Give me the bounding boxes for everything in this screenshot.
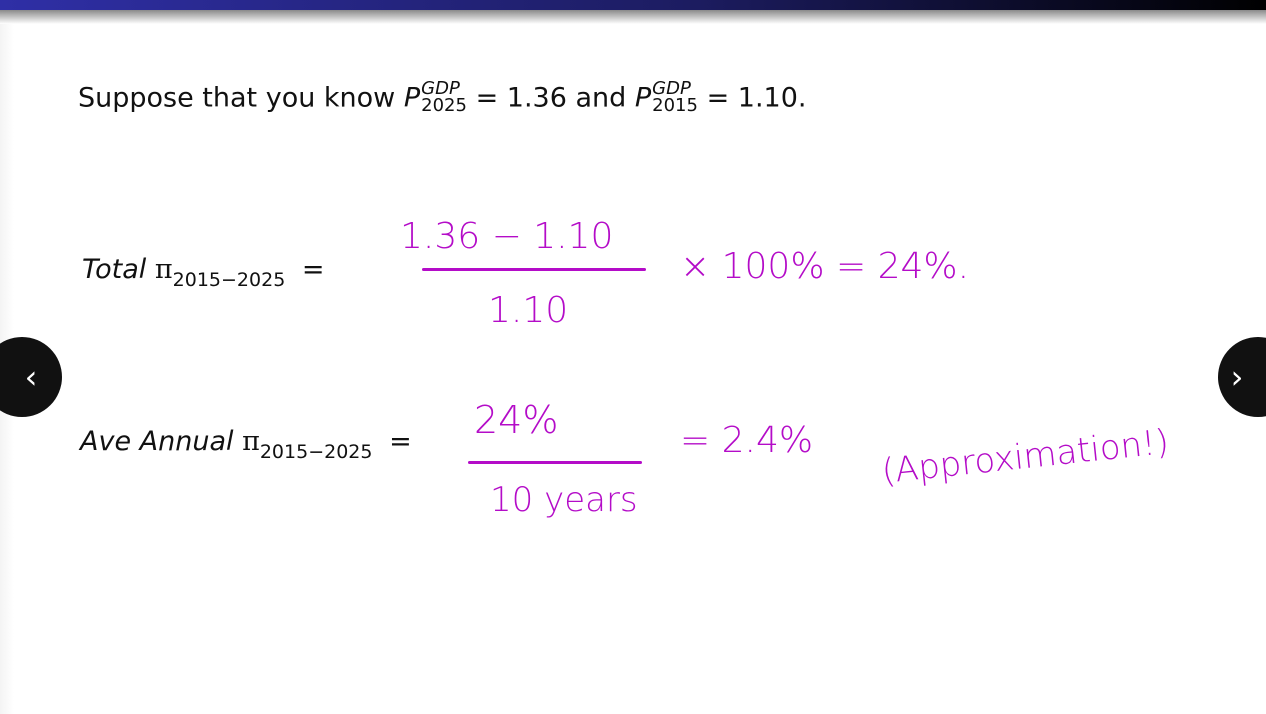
next-slide-button[interactable]: ›: [1218, 337, 1266, 417]
ink-fraction-bar: [468, 461, 642, 464]
ink-approximation-note: (Approximation!): [879, 421, 1171, 492]
slide-header-bar: [0, 0, 1266, 10]
intro-line: Suppose that you know P GDP 2025 = 1.36 an…: [78, 78, 807, 116]
pi-symbol: π: [154, 254, 173, 285]
intro-text: Suppose that you know: [78, 82, 396, 114]
value-2025: = 1.36 and: [475, 82, 627, 114]
pi-symbol: π: [242, 426, 260, 457]
value-2015: = 1.10.: [706, 82, 807, 114]
subscript: 2015−2025: [172, 269, 286, 291]
annual-label: Ave Annual: [80, 426, 234, 457]
ink-annual-numerator: 24%: [474, 398, 559, 442]
equals: =: [301, 254, 325, 285]
subscript: 2015−2025: [259, 441, 373, 463]
ink-annual-result: = 2.4%: [680, 420, 814, 461]
chevron-left-icon: ‹: [24, 358, 38, 396]
sub: 2015: [652, 95, 698, 116]
ink-total-result: × 100% = 24%.: [680, 246, 970, 287]
total-label: Total: [82, 254, 147, 285]
sub: 2025: [421, 95, 467, 116]
annual-inflation-label: Ave Annual π2015−2025 =: [80, 426, 412, 463]
sup: GDP: [652, 78, 691, 99]
header-shadow: [0, 10, 1266, 24]
equals: =: [389, 426, 412, 457]
price-symbol: P: [403, 82, 421, 114]
sup: GDP: [421, 78, 460, 99]
chevron-right-icon: ›: [1230, 358, 1244, 396]
ink-annual-denominator: 10 years: [490, 480, 638, 520]
ink-total-numerator: 1.36 − 1.10: [400, 216, 614, 257]
ink-fraction-bar: [422, 268, 646, 271]
prev-slide-button[interactable]: ‹: [0, 337, 62, 417]
price-symbol: P: [634, 82, 652, 114]
total-inflation-label: Total π2015−2025 =: [82, 254, 325, 291]
ink-total-denominator: 1.10: [488, 290, 569, 331]
